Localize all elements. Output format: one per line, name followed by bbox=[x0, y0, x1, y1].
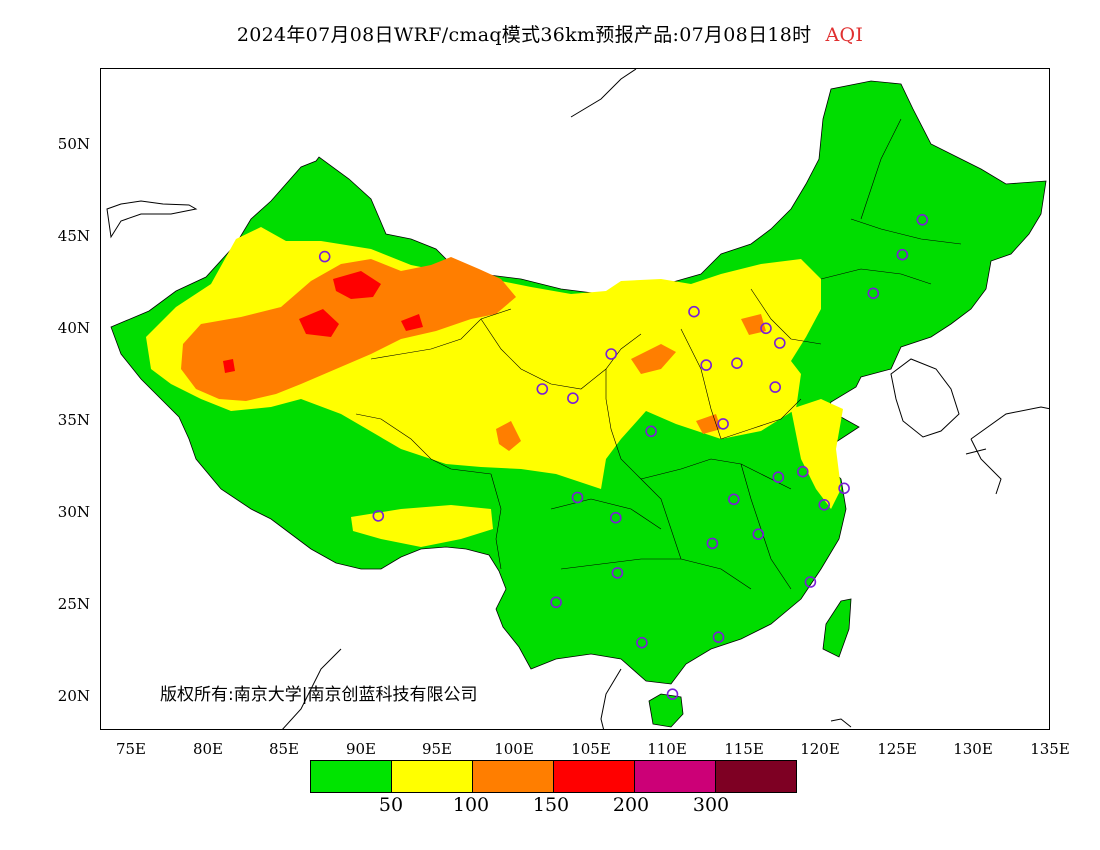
station-markers bbox=[318, 214, 929, 701]
lon-label: 80E bbox=[192, 740, 224, 758]
station-marker bbox=[318, 250, 331, 263]
station-marker bbox=[772, 471, 785, 484]
title-main: 2024年07月08日WRF/cmaq模式36km预报产品:07月08日18时 bbox=[236, 24, 812, 46]
aqi-red-zone bbox=[333, 271, 381, 299]
aqi-legend-colorbar bbox=[310, 760, 797, 793]
lon-label: 105E bbox=[571, 740, 611, 758]
aqi-red-zone bbox=[223, 359, 235, 373]
aqi-orange-small bbox=[696, 414, 721, 434]
legend-label: 150 bbox=[532, 794, 570, 816]
station-marker bbox=[645, 425, 657, 438]
station-marker bbox=[804, 576, 817, 588]
station-marker bbox=[536, 383, 549, 395]
station-marker bbox=[818, 498, 831, 511]
aqi-red-zone bbox=[299, 309, 339, 337]
station-marker bbox=[605, 348, 618, 360]
station-marker bbox=[867, 287, 880, 300]
legend-swatch-moderate bbox=[391, 761, 472, 792]
aqi-map bbox=[106, 69, 1049, 729]
lat-label: 45N bbox=[57, 227, 90, 245]
station-marker bbox=[731, 357, 743, 370]
lon-label: 125E bbox=[877, 740, 917, 758]
lat-label: 35N bbox=[57, 411, 90, 429]
aqi-orange-small bbox=[631, 344, 676, 374]
station-marker bbox=[636, 636, 648, 649]
station-marker bbox=[372, 510, 385, 522]
lon-label: 110E bbox=[647, 740, 687, 758]
title-variable: AQI bbox=[825, 24, 864, 46]
lon-label: 75E bbox=[115, 740, 147, 758]
lon-label: 95E bbox=[421, 740, 453, 758]
hainan-island bbox=[648, 693, 684, 728]
coastline-north bbox=[106, 69, 637, 239]
station-marker bbox=[760, 322, 772, 335]
legend-swatch-very-unhealthy bbox=[634, 761, 715, 792]
legend-swatch-hazardous bbox=[715, 761, 796, 792]
aqi-orange-zone bbox=[181, 257, 516, 401]
coastline-south bbox=[282, 648, 852, 729]
aqi-orange-small bbox=[496, 421, 521, 451]
map-frame bbox=[100, 68, 1050, 730]
province-boundaries bbox=[355, 118, 962, 590]
lon-label: 85E bbox=[268, 740, 300, 758]
lon-label: 100E bbox=[494, 740, 534, 758]
lat-label: 25N bbox=[57, 595, 90, 613]
legend-swatch-sensitive bbox=[472, 761, 553, 792]
station-marker bbox=[571, 491, 584, 504]
lat-label: 40N bbox=[57, 319, 90, 337]
aqi-orange-small bbox=[741, 314, 766, 335]
station-marker bbox=[712, 631, 725, 644]
coastline-korea-japan bbox=[890, 358, 1049, 495]
station-marker bbox=[838, 482, 850, 495]
legend-swatch-unhealthy bbox=[553, 761, 634, 792]
station-marker bbox=[611, 567, 624, 579]
station-marker bbox=[752, 528, 765, 541]
station-marker bbox=[896, 248, 909, 261]
taiwan-island bbox=[822, 598, 852, 658]
lat-label: 50N bbox=[57, 135, 90, 153]
legend-label: 300 bbox=[692, 794, 730, 816]
legend-label: 200 bbox=[612, 794, 650, 816]
lon-label: 90E bbox=[345, 740, 377, 758]
station-marker bbox=[700, 359, 713, 371]
station-marker bbox=[769, 381, 782, 393]
lon-label: 135E bbox=[1030, 740, 1070, 758]
station-marker bbox=[609, 511, 622, 524]
station-marker bbox=[706, 537, 719, 550]
station-marker bbox=[727, 493, 740, 506]
station-marker bbox=[916, 214, 929, 226]
aqi-red-zone bbox=[401, 314, 423, 331]
station-marker bbox=[796, 465, 809, 478]
station-marker bbox=[688, 305, 700, 318]
legend-label: 100 bbox=[452, 794, 490, 816]
lat-label: 20N bbox=[57, 687, 90, 705]
aqi-yellow-east bbox=[791, 399, 843, 509]
legend-swatch-good bbox=[311, 761, 391, 792]
lon-label: 120E bbox=[800, 740, 840, 758]
copyright-text: 版权所有:南京大学|南京创蓝科技有限公司 bbox=[160, 685, 478, 705]
station-marker bbox=[550, 596, 562, 609]
station-marker bbox=[773, 337, 786, 349]
lon-label: 115E bbox=[724, 740, 764, 758]
map-title: 2024年07月08日WRF/cmaq模式36km预报产品:07月08日18时 A… bbox=[0, 20, 1100, 47]
aqi-yellow-tibet bbox=[351, 505, 493, 547]
legend-label: 50 bbox=[378, 794, 404, 816]
station-marker bbox=[717, 418, 729, 430]
station-marker bbox=[666, 688, 679, 701]
station-marker bbox=[567, 392, 579, 405]
lat-label: 30N bbox=[57, 503, 90, 521]
lon-label: 130E bbox=[953, 740, 993, 758]
